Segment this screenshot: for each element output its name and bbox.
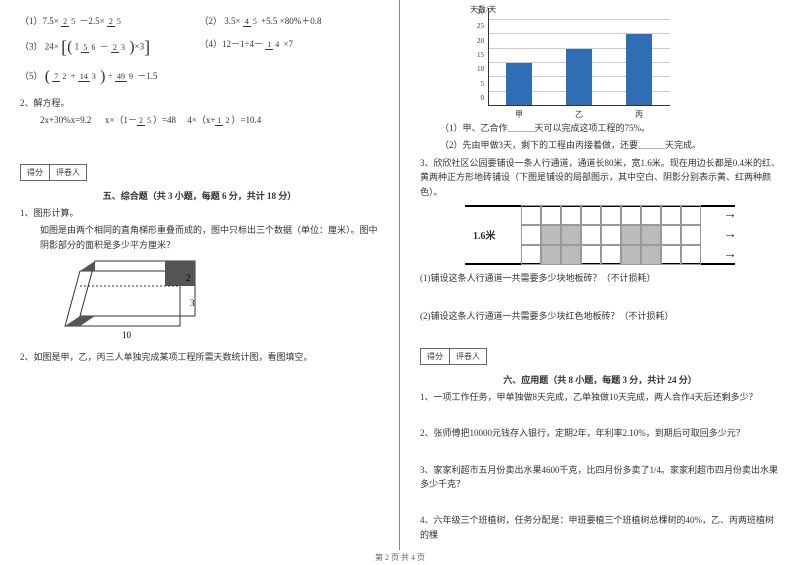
section-6-title: 六、应用题（共 8 小题，每题 3 分，共计 24 分）	[420, 373, 780, 386]
r-q2: （2）先由甲做3天，剩下的工程由丙接着做，还要＿＿＿天完成。	[420, 138, 780, 152]
q1-label: （1）7.5×	[20, 16, 59, 26]
r-q1: （1）甲、乙合作＿＿＿天可以完成这项工程的75%。	[420, 121, 780, 135]
grader-label: 评卷人	[49, 164, 87, 181]
a1: 1、一项工作任务，甲单独做8天完成，乙单独做10天完成，两人合作4天后还剩多少？	[420, 390, 780, 404]
s5-q2: 2、如图是甲，乙，丙三人单独完成某项工程所需天数统计图，看图填空。	[20, 350, 379, 364]
svg-text:10: 10	[122, 330, 132, 340]
q2-title: 2、解方程。	[20, 96, 379, 110]
r3: 3、欣欣社区公园要铺设一条人行通道，通道长80米，宽1.6米。现在用边长都是0.…	[420, 156, 780, 199]
chart-bar-乙	[566, 49, 592, 106]
score-box-6: 得分 评卷人	[420, 348, 780, 365]
bar-chart: 天数/天 051015202530甲乙丙	[460, 8, 690, 118]
grader-label: 评卷人	[449, 348, 487, 365]
a4: 4、六年级三个班植树，任务分配是：甲班要植三个班植树总棵树的40%，乙、丙两班植…	[420, 513, 780, 542]
q2-label: （2）	[200, 16, 223, 26]
tiles-figure: 1.6米 → → →	[465, 205, 735, 265]
q3-label: （3）	[20, 42, 43, 52]
q4-label: （4）12－1÷4－	[200, 39, 263, 49]
score-label: 得分	[20, 164, 49, 181]
formula-row-3: （5） ( 72 + 143 ) ÷ 499 －1.5	[20, 68, 379, 86]
a2: 2、张师傅把10000元钱存入银行，定期2年，年利率2.10%，到期后可取回多少…	[420, 426, 780, 440]
equation-row: 2x+30%x=9.2 x×（1－25）=48 4×（x+12）=10.4	[20, 113, 379, 127]
r3-q1: (1)铺设这条人行通道一共需要多少块地板砖？（不计损耗）	[420, 271, 780, 285]
svg-text:3: 3	[190, 298, 195, 308]
left-column: （1）7.5× 25 －2.5× 25 （2） 3.5× 45 +5.5 ×80…	[0, 0, 400, 550]
svg-text:2: 2	[186, 273, 191, 283]
chart-xlabel: 乙	[566, 109, 592, 120]
chart-bar-丙	[626, 34, 652, 106]
formula-row-2: （3） 24× [( 1 56 － 23 )×3] （4）12－1÷4－ 14 …	[20, 37, 379, 58]
chart-bar-甲	[506, 63, 532, 106]
page-footer: 第 2 页 共 4 页	[0, 552, 800, 563]
chart-xlabel: 甲	[506, 109, 532, 120]
trapezoid-figure: 3 2 10	[60, 256, 220, 346]
right-column: 天数/天 051015202530甲乙丙 （1）甲、乙合作＿＿＿天可以完成这项工…	[400, 0, 800, 550]
chart-xlabel: 丙	[626, 109, 652, 120]
tiles-width-label: 1.6米	[473, 227, 496, 242]
s5-q1-body: 如图是由两个相同的直角梯形重叠而成的，图中只标出三个数据（单位：厘米）。图中阴影…	[20, 223, 379, 252]
score-box-5: 得分 评卷人	[20, 164, 379, 181]
r3-q2: (2)铺设这条人行通道一共需要多少块红色地板砖？（不计损耗）	[420, 309, 780, 323]
score-label: 得分	[420, 348, 449, 365]
s5-q1-title: 1、图形计算。	[20, 206, 379, 220]
q5-label: （5）	[20, 71, 43, 81]
section-5-title: 五、综合题（共 3 小题，每题 6 分，共计 18 分）	[20, 189, 379, 202]
a3: 3、家家利超市五月份卖出水果4600千克，比四月份多卖了1/4。家家利超市四月份…	[420, 463, 780, 492]
formula-row-1: （1）7.5× 25 －2.5× 25 （2） 3.5× 45 +5.5 ×80…	[20, 14, 379, 27]
